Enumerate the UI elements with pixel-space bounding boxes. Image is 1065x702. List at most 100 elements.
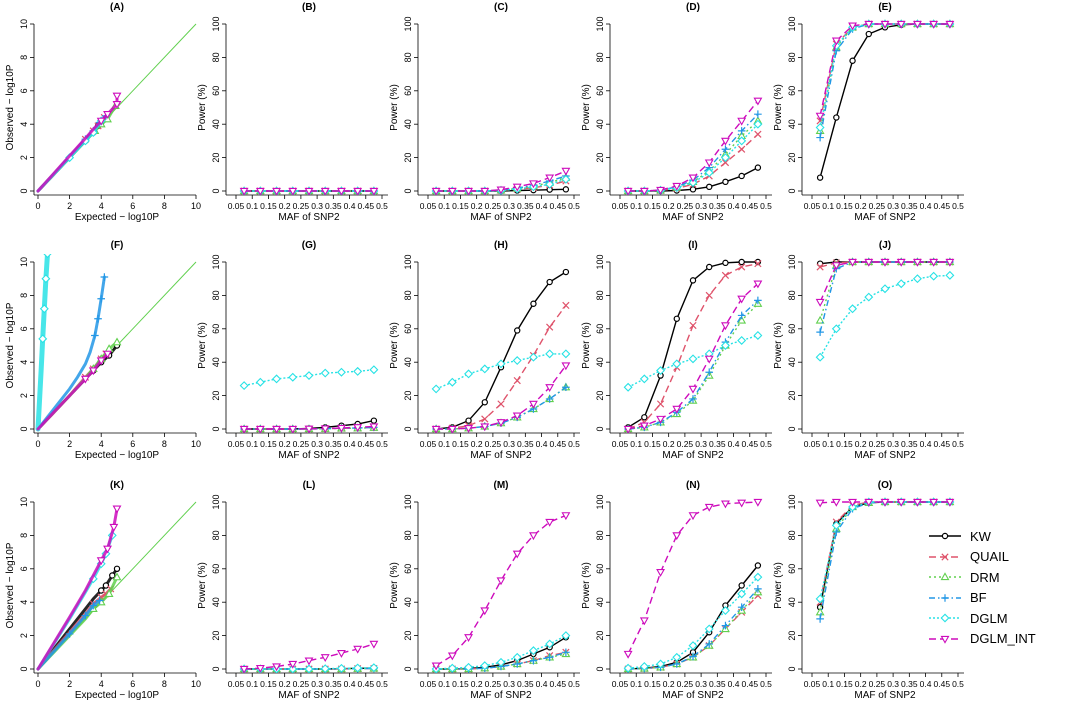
data-point	[337, 424, 346, 433]
qq-point	[100, 273, 109, 281]
qq-band	[36, 275, 106, 431]
data-point	[706, 183, 713, 191]
x-tick-label: 0.05	[228, 201, 245, 211]
x-tick-label: 0.25	[293, 679, 310, 689]
x-tick-label: 0.25	[869, 439, 886, 449]
x-tick-label: 0.25	[677, 439, 694, 449]
qq-point	[112, 92, 122, 101]
data-point	[688, 354, 698, 364]
plot-area	[623, 97, 763, 195]
data-point	[848, 304, 858, 314]
qq-point	[112, 101, 122, 109]
x-tick-label: 0.35	[517, 201, 534, 211]
x-tick-label: 0.35	[325, 679, 342, 689]
data-point	[688, 385, 698, 394]
series-dglm	[623, 572, 763, 673]
qq-point	[65, 630, 74, 638]
data-point	[864, 20, 874, 29]
data-point	[337, 649, 346, 658]
legend-marker	[941, 533, 949, 540]
data-point	[272, 187, 281, 195]
x-tick-label: 0.15	[260, 201, 277, 211]
y-tick-label: 20	[403, 391, 413, 401]
series-dglm	[815, 270, 955, 362]
data-point	[704, 355, 714, 364]
data-point	[831, 41, 841, 51]
series-quail	[624, 260, 762, 433]
data-point	[639, 617, 649, 626]
series-kw	[432, 268, 570, 433]
y-tick-label: 60	[403, 564, 413, 574]
data-point	[529, 656, 538, 665]
y-tick-label: 8	[19, 55, 29, 60]
legend-swatch	[929, 572, 961, 581]
data-point	[545, 395, 554, 403]
y-tick-label: 40	[787, 119, 797, 129]
x-tick-label: 0.4	[728, 201, 740, 211]
qq-point	[80, 375, 90, 384]
x-tick-label: 0.15	[836, 679, 853, 689]
x-tick-label: 0.3	[311, 201, 323, 211]
data-point	[513, 376, 521, 385]
data-point	[737, 127, 746, 135]
x-tick-label: 0.45	[934, 679, 951, 689]
x-axis-label: MAF of SNP2	[662, 450, 724, 461]
y-tick-label: 0	[787, 188, 797, 193]
data-point	[816, 615, 824, 623]
y-tick-label: 8	[19, 293, 29, 298]
data-point	[704, 503, 714, 512]
data-point	[480, 661, 490, 671]
y-tick-label: 80	[403, 52, 413, 62]
qq-point	[109, 572, 116, 579]
x-tick-label: 0.05	[804, 679, 821, 689]
y-tick-label: 100	[595, 494, 605, 509]
y-tick-label: 80	[595, 52, 605, 62]
data-point	[529, 532, 538, 541]
data-point	[737, 315, 747, 324]
x-axis-label: MAF of SNP2	[278, 212, 340, 223]
panel-k: (K) 0 2 4 6 8 10 0 2 4 6 8 10 Expected − log10P Observ…	[5, 480, 201, 701]
data-point	[272, 425, 281, 433]
plot-area	[239, 640, 379, 673]
data-point	[737, 136, 747, 146]
data-point	[672, 652, 682, 662]
x-tick-label: 0.45	[934, 201, 951, 211]
series-line	[435, 514, 567, 667]
data-point	[753, 280, 763, 289]
data-point	[754, 260, 762, 268]
data-point	[929, 498, 939, 507]
qq-point	[91, 331, 99, 340]
data-point	[369, 640, 379, 649]
y-tick-label: 100	[211, 494, 221, 509]
data-point	[848, 502, 858, 512]
qq-band	[36, 352, 109, 431]
data-point	[831, 520, 841, 530]
data-point	[705, 640, 714, 648]
y-tick-label: 40	[403, 597, 413, 607]
data-point	[945, 498, 955, 507]
data-point	[688, 512, 698, 521]
panel-title: (E)	[878, 2, 891, 13]
series-dglm_int	[239, 423, 379, 433]
x-tick-label: 0.25	[677, 679, 694, 689]
x-tick-label: 0.05	[612, 201, 629, 211]
x-tick-label: 0.3	[503, 679, 515, 689]
data-point	[480, 364, 490, 374]
data-point	[672, 532, 682, 541]
data-point	[512, 356, 522, 366]
x-tick-label: 0.5	[376, 201, 388, 211]
y-tick-label: 80	[787, 52, 797, 62]
data-point	[831, 262, 841, 271]
legend-label: DRM	[970, 569, 1000, 585]
data-point	[255, 377, 265, 387]
x-axis-label: Expected − log10P	[75, 212, 160, 223]
data-point	[945, 20, 955, 29]
x-tick-label: 0.35	[325, 201, 342, 211]
data-point	[561, 362, 571, 371]
data-point	[546, 278, 553, 286]
data-point	[639, 374, 649, 384]
data-point	[623, 425, 633, 433]
plot-area	[623, 498, 763, 673]
data-point	[705, 368, 714, 377]
x-tick-label: 0.5	[568, 439, 580, 449]
